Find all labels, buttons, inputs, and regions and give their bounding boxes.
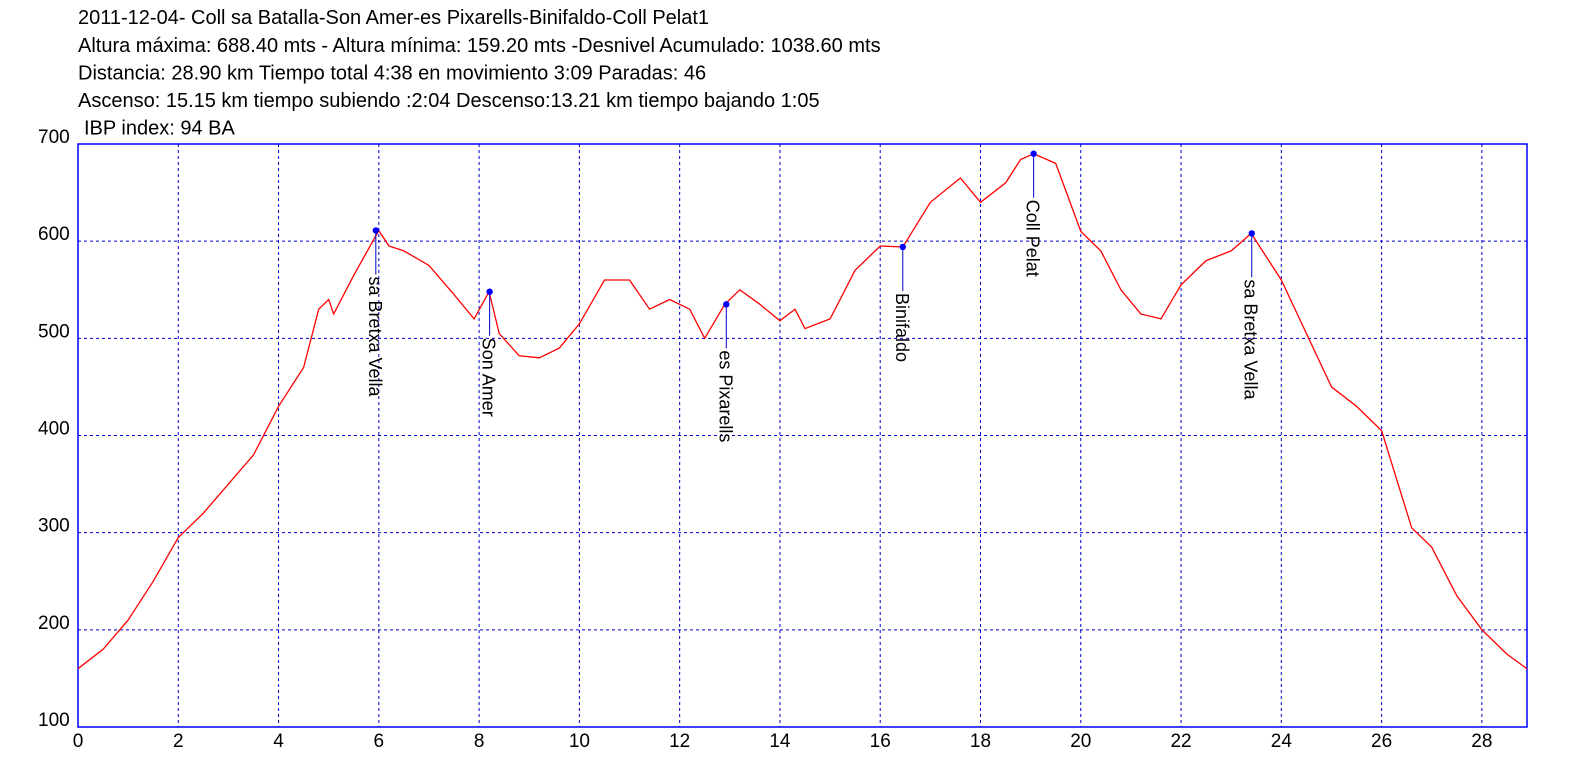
y-tick-label: 300 [38, 516, 70, 537]
annotation-dot [372, 227, 380, 234]
x-tick-label: 16 [870, 731, 891, 752]
x-tick-label: 14 [769, 731, 791, 752]
x-tick-label: 24 [1271, 731, 1293, 752]
annotation-label: Binifaldo [892, 293, 912, 362]
annotation-label: sa Bretxa Vella [1241, 279, 1261, 400]
annotation-dot [1248, 230, 1255, 237]
y-tick-label: 700 [38, 127, 70, 148]
x-tick-label: 18 [970, 731, 991, 752]
y-tick-label: 400 [38, 419, 70, 440]
x-tick-label: 28 [1471, 731, 1492, 752]
x-tick-label: 4 [273, 731, 284, 752]
annotation-label: es Pixarells [715, 350, 735, 442]
x-tick-label: 2 [173, 731, 184, 752]
x-tick-label: 26 [1371, 731, 1392, 752]
plot-frame [77, 143, 1528, 728]
x-tick-label: 12 [669, 731, 690, 752]
annotation-label: sa Bretxa Vella [365, 276, 385, 397]
y-tick-label: 200 [38, 613, 70, 634]
x-tick-label: 6 [374, 731, 385, 752]
subtitle-line: Ascenso: 15.15 km tiempo subiendo :2:04 … [78, 90, 820, 112]
x-tick-label: 10 [569, 731, 590, 752]
annotation-label: Son Amer [479, 338, 499, 417]
subtitle-line: Altura máxima: 688.40 mts - Altura mínim… [78, 35, 881, 57]
subtitle-line: Distancia: 28.90 km Tiempo total 4:38 en… [78, 63, 706, 85]
subtitle-line: IBP index: 94 BA [84, 118, 236, 140]
x-tick-label: 20 [1070, 731, 1091, 752]
y-tick-label: 500 [38, 321, 70, 342]
elevation-line [77, 152, 1528, 670]
y-tick-label: 600 [38, 224, 70, 245]
chart-title: 2011-12-04- Coll sa Batalla-Son Amer-es … [78, 7, 709, 29]
x-tick-label: 22 [1170, 731, 1191, 752]
annotation-dot [723, 301, 730, 308]
annotation-label: Coll Pelat [1023, 200, 1043, 277]
annotation-dot [1030, 150, 1037, 157]
annotation-dot [486, 288, 493, 295]
y-tick-label: 100 [38, 710, 70, 731]
x-tick-label: 0 [73, 731, 84, 752]
x-tick-label: 8 [474, 731, 485, 752]
annotation-dot [899, 243, 906, 251]
